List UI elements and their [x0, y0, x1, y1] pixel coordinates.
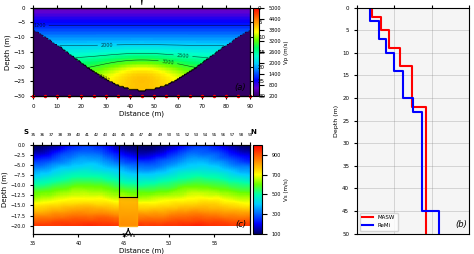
Text: (c): (c) — [235, 220, 246, 229]
ReMi — [392, 69, 397, 72]
MASW — [378, 15, 383, 18]
MASW — [386, 29, 392, 32]
Text: 2500: 2500 — [176, 53, 190, 59]
MASW — [369, 6, 374, 9]
Y-axis label: Depth (m): Depth (m) — [5, 34, 11, 70]
Text: 1200: 1200 — [33, 23, 46, 28]
ReMi — [437, 210, 442, 213]
ReMi — [419, 110, 425, 113]
X-axis label: Distance (m): Distance (m) — [119, 248, 164, 254]
Text: 3000: 3000 — [162, 59, 174, 65]
Text: 1200: 1200 — [97, 73, 110, 83]
Line: ReMi: ReMi — [370, 8, 439, 234]
MASW — [386, 47, 392, 50]
Text: N: N — [250, 129, 256, 135]
Y-axis label: Vs (m/s): Vs (m/s) — [284, 178, 289, 201]
Text: 1D-Vs: 1D-Vs — [121, 233, 136, 238]
ReMi — [410, 110, 416, 113]
ReMi — [401, 97, 406, 100]
ReMi — [401, 69, 406, 72]
MASW — [397, 47, 403, 50]
MASW — [378, 29, 383, 32]
Legend: MASW, ReMi: MASW, ReMi — [360, 213, 398, 231]
X-axis label: Distance (m): Distance (m) — [119, 110, 164, 117]
ReMi — [367, 20, 373, 23]
Text: (a): (a) — [235, 83, 246, 92]
ReMi — [419, 210, 425, 213]
MASW — [369, 15, 374, 18]
MASW — [423, 232, 428, 235]
Y-axis label: Depth (m): Depth (m) — [334, 105, 339, 137]
ReMi — [383, 51, 389, 54]
Text: 2000: 2000 — [101, 42, 113, 48]
MASW — [423, 106, 428, 109]
ReMi — [410, 97, 416, 100]
ReMi — [392, 51, 397, 54]
MASW — [409, 106, 414, 109]
MASW — [397, 65, 403, 68]
Text: (b): (b) — [455, 220, 467, 229]
ReMi — [383, 38, 389, 41]
Text: S: S — [24, 129, 29, 135]
Y-axis label: Depth (m): Depth (m) — [1, 171, 8, 207]
Y-axis label: Vp (m/s): Vp (m/s) — [284, 40, 289, 64]
Line: MASW: MASW — [372, 8, 426, 234]
MASW — [409, 65, 414, 68]
ReMi — [367, 6, 373, 9]
ReMi — [376, 38, 382, 41]
ReMi — [437, 232, 442, 235]
ReMi — [376, 20, 382, 23]
